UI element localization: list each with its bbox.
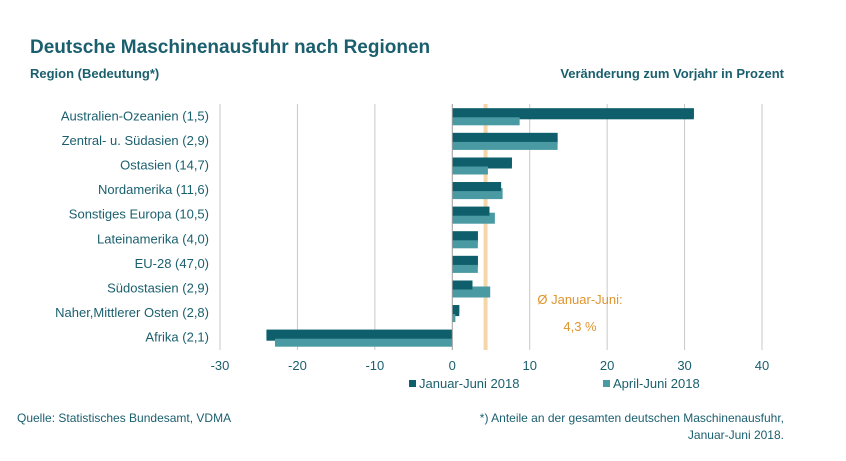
x-tick-label: 40 [755,358,769,373]
region-subtitle: Region (Bedeutung*) [30,66,160,81]
bar-jan-jun-top [452,305,460,315]
footnote-line-1: *) Anteile an der gesamten deutschen Mas… [479,411,784,425]
bar-jan-jun-top [452,231,478,241]
legend-label: Januar-Juni 2018 [419,376,519,391]
bar-apr-jun [452,188,503,200]
category-label: Nordamerika (11,6) [98,182,209,197]
category-label: Zentral- u. Südasien (2,9) [62,133,209,148]
category-label: Ostasien (14,7) [120,158,209,173]
legend-swatch [603,380,610,387]
x-tick-label: 0 [449,358,456,373]
category-label: Afrika (2,1) [145,330,209,345]
bar-apr-jun [452,311,456,323]
bar-jan-jun-top [452,182,502,192]
source-note: Quelle: Statistisches Bundesamt, VDMA [17,411,232,425]
x-tick-label: 30 [677,358,691,373]
x-tick-label: -30 [211,358,230,373]
average-label: Ø Januar-Juni: [537,292,622,307]
average-value: 4,3 % [563,319,597,334]
category-label: Australien-Ozeanien (1,5) [61,108,209,123]
legend-swatch [409,380,416,387]
x-tick-label: -20 [288,358,307,373]
x-tick-label: 10 [522,358,536,373]
x-tick-label: -10 [365,358,384,373]
bar-jan-jun-top [452,280,473,290]
bar-apr-jun [452,286,491,298]
category-label: Sonstiges Europa (10,5) [69,207,209,222]
bar-jan-jun-top [452,255,478,265]
bar-apr-jun [452,237,478,249]
bar-jan-jun-top [452,132,558,142]
chart-title: Deutsche Maschinenausfuhr nach Regionen [30,37,431,58]
change-subtitle: Veränderung zum Vorjahr in Prozent [560,66,784,81]
category-label: Lateinamerika (4,0) [97,231,209,246]
legend-label: April-Juni 2018 [613,376,700,391]
footnote-line-2: Januar-Juni 2018. [687,428,784,442]
bar-jan-jun-top [266,329,453,339]
bar-jan-jun-top [452,157,512,167]
bar-jan-jun-top [452,206,490,216]
bar-apr-jun [452,261,478,273]
x-tick-label: 20 [600,358,614,373]
bar-apr-jun [452,163,488,175]
category-label: Naher,Mittlerer Osten (2,8) [55,305,209,320]
bar-apr-jun [452,138,558,150]
category-label: Südostasien (2,9) [107,281,209,296]
category-label: EU-28 (47,0) [135,256,209,271]
bar-jan-jun-top [452,108,694,118]
bar-apr-jun [274,335,453,347]
bar-apr-jun [452,212,495,224]
bar-apr-jun [452,114,520,126]
